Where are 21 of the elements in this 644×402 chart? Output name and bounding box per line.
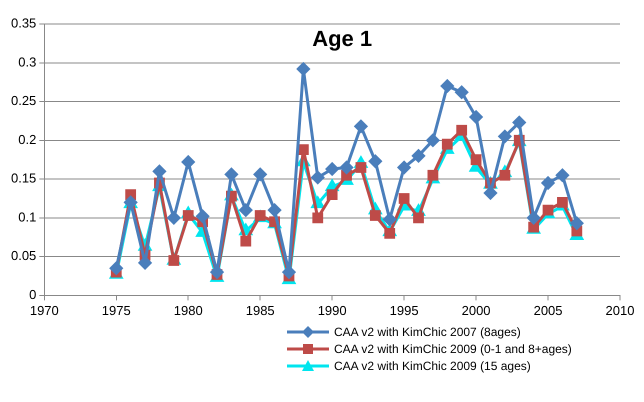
legend-label: CAA v2 with KimChic 2009 (15 ages) xyxy=(334,358,531,373)
y-tick-label: 0.2 xyxy=(18,132,36,147)
x-tick-label: 2005 xyxy=(534,302,562,318)
y-tick-label: 0.25 xyxy=(10,93,36,108)
x-tick-label: 1985 xyxy=(246,302,275,318)
x-tick-label: 2000 xyxy=(462,302,491,318)
x-tick-label: 1970 xyxy=(30,302,59,318)
x-tick-label: 1980 xyxy=(174,302,203,318)
x-tick-label: 1975 xyxy=(102,302,131,318)
legend-label: CAA v2 with KimChic 2009 (0-1 and 8+ages) xyxy=(334,342,572,356)
legend-label: CAA v2 with KimChic 2007 (8ages) xyxy=(334,324,521,339)
y-tick-label: 0.1 xyxy=(18,209,36,224)
x-tick-label: 1990 xyxy=(318,302,347,318)
y-tick-label: 0.3 xyxy=(18,54,36,70)
y-tick-label: 0.15 xyxy=(10,170,36,186)
x-tick-label: 1995 xyxy=(390,302,419,318)
y-tick-label: 0.05 xyxy=(10,248,36,264)
y-tick-label: 0.35 xyxy=(10,16,36,31)
y-tick-label: 0 xyxy=(29,286,36,302)
x-tick-label: 2010 xyxy=(606,302,634,318)
chart-title: Age 1 xyxy=(312,26,372,52)
